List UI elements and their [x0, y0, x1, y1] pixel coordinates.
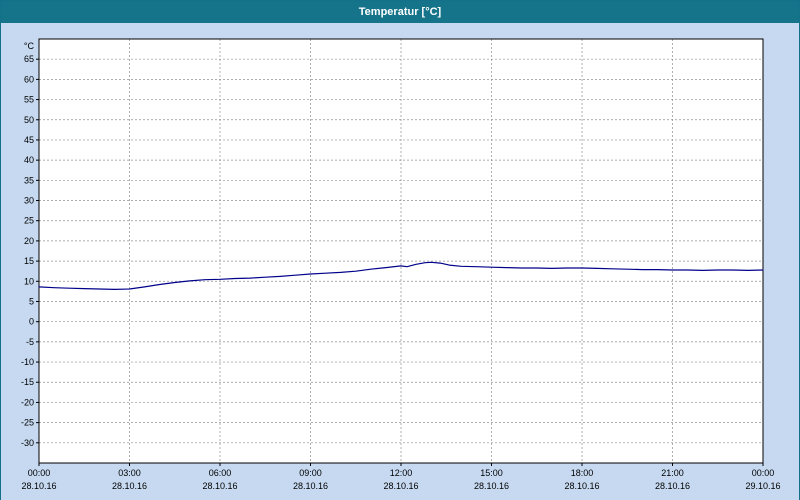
y-tick-label: -25 — [21, 418, 34, 428]
x-tick-date-label: 28.10.16 — [293, 481, 328, 491]
y-tick-label: 60 — [24, 74, 34, 84]
window-titlebar: Temperatur [°C] — [1, 1, 799, 23]
y-tick-label: 25 — [24, 216, 34, 226]
x-tick-time-label: 21:00 — [661, 468, 684, 478]
plot-border — [38, 38, 764, 464]
x-tick-date-label: 28.10.16 — [474, 481, 509, 491]
y-tick-label: 15 — [24, 256, 34, 266]
x-tick-time-label: 15:00 — [480, 468, 503, 478]
x-tick-time-label: 00:00 — [28, 468, 51, 478]
x-tick-time-label: 18:00 — [571, 468, 594, 478]
chart-area: 65 60 55 50 45 40 35 30 25 20 15 10 5 0 -5 -10 -15 -20 -25… — [1, 23, 799, 500]
y-tick-label: 45 — [24, 135, 34, 145]
y-tick-label: 5 — [29, 296, 34, 306]
y-tick-label: -20 — [21, 397, 34, 407]
y-tick-label: 55 — [24, 95, 34, 105]
temperature-chart: 65605550454035302520151050-5-10-15-20-25… — [21, 38, 781, 491]
y-tick-label: 40 — [24, 155, 34, 165]
x-tick-time-label: 12:00 — [390, 468, 413, 478]
y-tick-label: 35 — [24, 175, 34, 185]
y-tick-label: -10 — [21, 357, 34, 367]
y-tick-label: 30 — [24, 196, 34, 206]
y-tick-label: 0 — [29, 317, 34, 327]
x-tick-time-label: 06:00 — [209, 468, 232, 478]
x-tick-time-label: 03:00 — [118, 468, 141, 478]
window-title: Temperatur [°C] — [358, 6, 442, 18]
x-tick-date-label: 28.10.16 — [21, 481, 56, 491]
y-tick-label: 20 — [24, 236, 34, 246]
x-tick-date-label: 29.10.16 — [745, 481, 780, 491]
x-tick-date-label: 28.10.16 — [564, 481, 599, 491]
y-tick-label: 10 — [24, 276, 34, 286]
x-tick-time-label: 09:00 — [299, 468, 322, 478]
y-tick-label: 50 — [24, 115, 34, 125]
y-tick-label: -5 — [26, 337, 34, 347]
y-tick-label: -15 — [21, 377, 34, 387]
temperature-series-line — [38, 261, 764, 290]
x-tick-date-label: 28.10.16 — [202, 481, 237, 491]
y-tick-label: -30 — [21, 438, 34, 448]
x-tick-date-label: 28.10.16 — [112, 481, 147, 491]
x-tick-date-label: 28.10.16 — [383, 481, 418, 491]
x-tick-date-label: 28.10.16 — [655, 481, 690, 491]
x-tick-time-label: 00:00 — [752, 468, 775, 478]
y-axis-unit-label: °C — [24, 41, 35, 51]
y-tick-label: 65 — [24, 54, 34, 64]
